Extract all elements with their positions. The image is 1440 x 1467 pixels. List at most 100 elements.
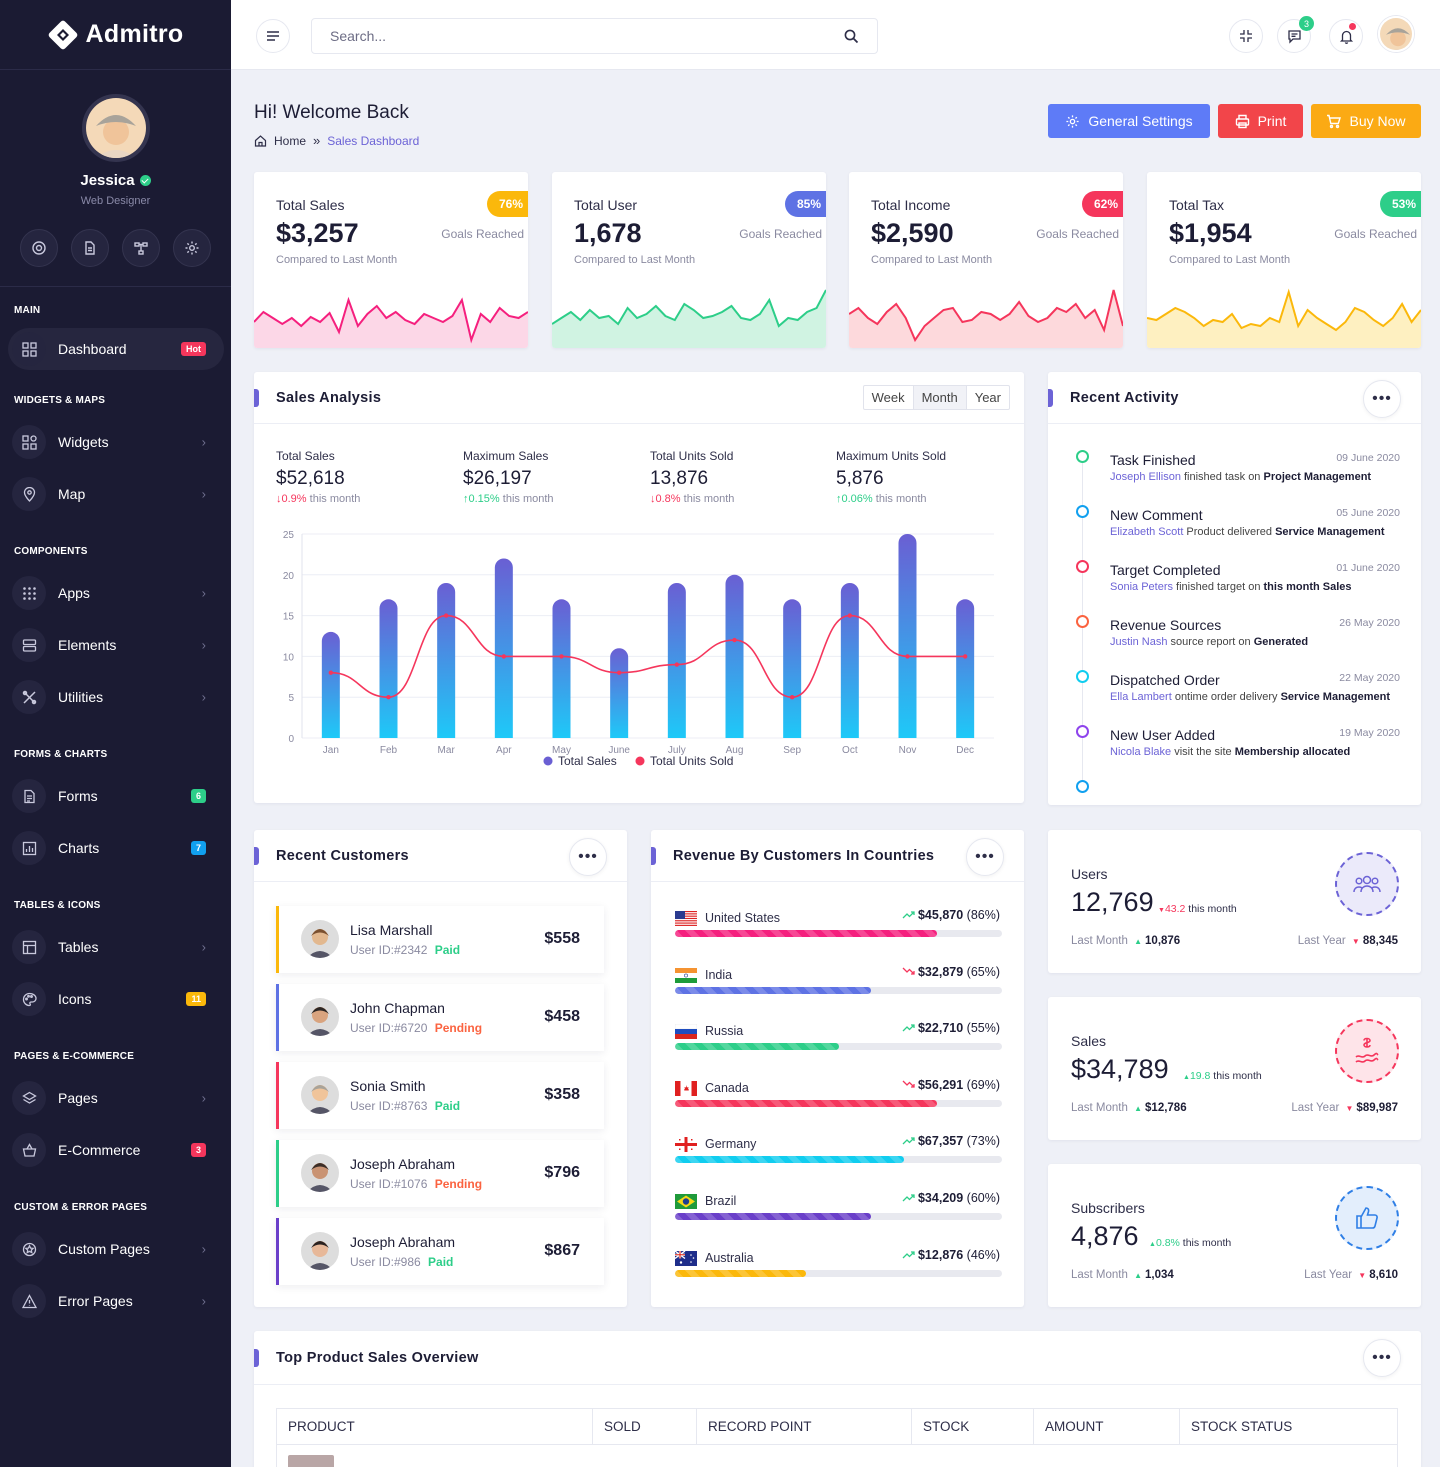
profile-avatar[interactable]: [81, 94, 150, 162]
column-header[interactable]: PRODUCT: [276, 1408, 593, 1445]
buy-now-button[interactable]: Buy Now: [1311, 104, 1421, 138]
x-tick-label: Oct: [842, 745, 858, 756]
sidebar-item-tables[interactable]: Tables ›: [8, 926, 224, 968]
sidebar-item-custom-pages[interactable]: Custom Pages ›: [8, 1228, 224, 1270]
sidebar-item-charts[interactable]: Charts 7: [8, 827, 224, 869]
elements-icon: [12, 628, 46, 662]
menu-section-title: COMPONENTS: [14, 546, 88, 557]
sidebar-item-label: Error Pages: [58, 1293, 133, 1309]
brand[interactable]: Admitro: [0, 0, 231, 70]
customer-item[interactable]: John Chapman User ID:#6720 Pending $458: [276, 984, 604, 1051]
sidebar-item-map[interactable]: Map ›: [8, 473, 224, 515]
customer-avatar: [301, 920, 339, 958]
chevron-right-icon: ›: [201, 585, 206, 601]
trend-up-icon: [902, 1250, 915, 1259]
activity-item[interactable]: New User Added 19 May 2020 Nicola Blake …: [1070, 723, 1400, 773]
home-icon: [254, 135, 267, 147]
stat-card: Total Sales $3,257 Compared to Last Mont…: [254, 172, 528, 348]
customer-item[interactable]: Sonia Smith User ID:#8763 Paid $358: [276, 1062, 604, 1129]
bar-total-sales: [552, 599, 571, 738]
y-tick-label: 10: [283, 652, 295, 663]
more-options-button[interactable]: •••: [1363, 1339, 1401, 1377]
search-icon[interactable]: [844, 29, 859, 44]
notifications-button[interactable]: [1329, 19, 1363, 53]
sidebar-item-elements[interactable]: Elements ›: [8, 624, 224, 666]
flag-icon: [675, 1024, 697, 1040]
document-icon[interactable]: [71, 229, 109, 267]
column-header[interactable]: RECORD POINT: [696, 1408, 912, 1445]
chart-icon: [12, 831, 46, 865]
mini-stat-card: Users 12,769 ▼43.2 this month Last Month…: [1048, 830, 1421, 973]
last-year-label: Last Year: [1291, 1102, 1340, 1114]
activity-item[interactable]: Revenue Sources 26 May 2020 Justin Nash …: [1070, 613, 1400, 663]
activity-date: 09 June 2020: [1336, 452, 1400, 464]
bar-total-sales: [956, 599, 975, 738]
y-tick-label: 5: [288, 693, 294, 704]
column-header[interactable]: AMOUNT: [1033, 1408, 1180, 1445]
mini-stat-label: Subscribers: [1071, 1200, 1145, 1216]
activity-user[interactable]: Ella Lambert: [1110, 691, 1172, 703]
activity-user[interactable]: Joseph Ellison: [1110, 471, 1181, 483]
count-badge: 6: [190, 789, 206, 803]
fullscreen-button[interactable]: [1229, 19, 1263, 53]
activity-user[interactable]: Elizabeth Scott: [1110, 526, 1184, 538]
sidebar-item-label: Custom Pages: [58, 1241, 150, 1257]
customer-item[interactable]: Joseph Abraham User ID:#986 Paid $867: [276, 1218, 604, 1285]
menu-toggle-button[interactable]: [256, 19, 290, 53]
palette-icon: [12, 982, 46, 1016]
sales-stat-label: Maximum Sales: [463, 449, 549, 463]
stat-goal: Goals Reached: [1036, 227, 1119, 241]
customer-item[interactable]: Joseph Abraham User ID:#1076 Pending $79…: [276, 1140, 604, 1207]
messages-button[interactable]: 3: [1277, 16, 1314, 53]
more-options-button[interactable]: •••: [1363, 380, 1401, 418]
settings-icon[interactable]: [173, 229, 211, 267]
activity-user[interactable]: Nicola Blake: [1110, 746, 1172, 758]
sidebar-item-utilities[interactable]: Utilities ›: [8, 676, 224, 718]
sales-stat-value: $52,618: [276, 468, 345, 489]
activity-item[interactable]: Dispatched Order 22 May 2020 Ella Lamber…: [1070, 668, 1400, 718]
sidebar-item-widgets[interactable]: Widgets ›: [8, 421, 224, 463]
country-name: India: [705, 967, 733, 982]
country-row: Germany $67,357 (73%): [673, 1134, 1002, 1174]
sidebar-item-ecommerce[interactable]: E-Commerce 3: [8, 1129, 224, 1171]
user-avatar[interactable]: [1378, 16, 1414, 52]
widgets-icon: [12, 425, 46, 459]
period-month[interactable]: Month: [913, 386, 967, 409]
last-year-label: Last Year: [1304, 1269, 1353, 1281]
hierarchy-icon[interactable]: [122, 229, 160, 267]
customer-name: Joseph Abraham: [350, 1234, 456, 1250]
customer-item[interactable]: Lisa Marshall User ID:#2342 Paid $558: [276, 906, 604, 973]
activity-item[interactable]: New Comment 05 June 2020 Elizabeth Scott…: [1070, 503, 1400, 553]
mini-stat-suffix: this month: [1188, 903, 1237, 915]
column-header[interactable]: STOCK: [911, 1408, 1034, 1445]
activity-item[interactable]: Target Completed 01 June 2020 Sonia Pete…: [1070, 558, 1400, 608]
activity-user[interactable]: Justin Nash: [1110, 636, 1168, 648]
y-tick-label: 20: [283, 571, 295, 582]
progress-bar: [675, 1099, 1002, 1107]
column-header[interactable]: STOCK STATUS: [1179, 1408, 1398, 1445]
sidebar-item-icons[interactable]: Icons 11: [8, 978, 224, 1020]
sidebar-item-error-pages[interactable]: Error Pages ›: [8, 1280, 224, 1322]
sidebar-item-dashboard[interactable]: Dashboard Hot: [8, 328, 224, 370]
activity-item[interactable]: Task Finished 09 June 2020 Joseph Elliso…: [1070, 448, 1400, 498]
period-year[interactable]: Year: [974, 390, 1001, 405]
support-icon[interactable]: [20, 229, 58, 267]
products-table: PRODUCT SOLD RECORD POINT STOCK AMOUNT S…: [276, 1408, 1398, 1467]
sidebar-item-forms[interactable]: Forms 6: [8, 775, 224, 817]
breadcrumb-home[interactable]: Home: [274, 133, 307, 148]
more-options-button[interactable]: •••: [569, 838, 607, 876]
search-bar[interactable]: [311, 18, 878, 54]
general-settings-button[interactable]: General Settings: [1048, 104, 1210, 138]
sidebar-item-apps[interactable]: Apps ›: [8, 572, 224, 614]
mini-stat-card: Subscribers 4,876 ▲0.8% this month Last …: [1048, 1164, 1421, 1307]
column-header[interactable]: SOLD: [592, 1408, 697, 1445]
more-options-button[interactable]: •••: [966, 838, 1004, 876]
sidebar-item-pages[interactable]: Pages ›: [8, 1077, 224, 1119]
flag-icon: [675, 1137, 697, 1153]
search-input[interactable]: [330, 28, 844, 44]
stat-compare: Compared to Last Month: [574, 254, 696, 266]
period-week[interactable]: Week: [864, 386, 914, 409]
country-value: $12,876: [917, 1247, 964, 1262]
activity-user[interactable]: Sonia Peters: [1110, 581, 1173, 593]
print-button[interactable]: Print: [1218, 104, 1303, 138]
